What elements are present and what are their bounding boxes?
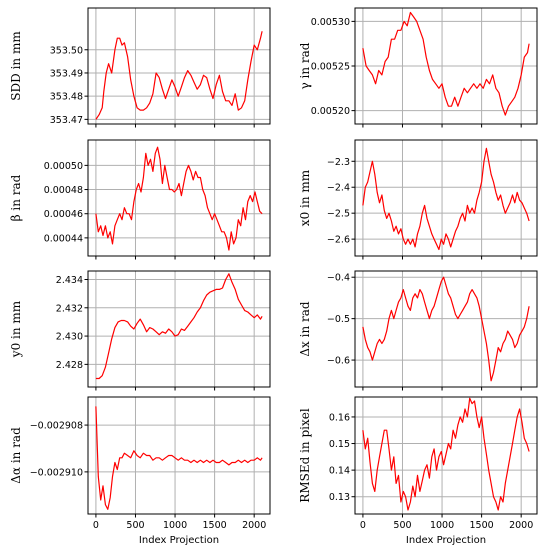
subplot-1: 353.47 353.48 353.49 353.50 SDD in mm bbox=[9, 7, 271, 128]
axes-frame bbox=[87, 139, 271, 257]
y-axis-label: x0 in mm bbox=[298, 169, 312, 226]
subplot-6: −0.6 −0.5 −0.4 Δx in rad bbox=[298, 270, 538, 391]
x-tick-label: 2000 bbox=[509, 520, 533, 531]
subplot-7: 0 500 1000 1500 2000 −0.002910 −0.002908 Δα in … bbox=[9, 396, 271, 531]
y-tick-label: 0.13 bbox=[329, 492, 350, 503]
y-tick-label: 2.434 bbox=[56, 275, 83, 286]
y-tick-label: 353.47 bbox=[50, 115, 83, 126]
x-tick-label: 1500 bbox=[470, 520, 494, 531]
y-tick-label: 353.49 bbox=[50, 68, 83, 79]
y-tick-label: −0.002908 bbox=[30, 421, 83, 432]
axes-frame bbox=[354, 139, 538, 257]
subplot-grid: 353.47 353.48 353.49 353.50 SDD in mm 0.00520… bbox=[9, 7, 538, 531]
y-axis-label: Δα in rad bbox=[9, 427, 23, 484]
y-tick-label: 2.430 bbox=[56, 332, 83, 343]
x-tick-label: 2000 bbox=[242, 520, 266, 531]
x-tick-label: 0 bbox=[93, 520, 99, 531]
series-line bbox=[95, 146, 263, 251]
x-tick-label: 1000 bbox=[430, 520, 454, 531]
subplot-5: 2.428 2.430 2.432 2.434 y0 in mm bbox=[9, 270, 271, 391]
y-tick-label: −0.4 bbox=[327, 273, 350, 284]
y-tick-label: −2.4 bbox=[327, 183, 350, 194]
x-axis-label-left: Index Projection bbox=[139, 535, 219, 546]
y-axis-label: β in rad bbox=[9, 174, 23, 221]
subplot-4: −2.6 −2.5 −2.4 −2.3 x0 in mm bbox=[298, 139, 538, 260]
y-tick-label: 353.48 bbox=[50, 92, 83, 103]
y-tick-label: 0.00520 bbox=[311, 106, 350, 117]
y-axis-label: SDD in mm bbox=[9, 31, 23, 101]
series-line bbox=[362, 397, 530, 511]
x-tick-label: 1500 bbox=[203, 520, 227, 531]
y-tick-label: 0.00525 bbox=[311, 62, 350, 73]
axes-frame bbox=[354, 396, 538, 515]
series-line bbox=[95, 273, 263, 380]
y-tick-label: 353.50 bbox=[50, 45, 83, 56]
series-line bbox=[362, 147, 530, 251]
y-tick-label: −0.002910 bbox=[30, 467, 83, 478]
subplot-8: 0 500 1000 1500 2000 0.13 0.14 0.15 0.16 RMSEd in… bbox=[298, 396, 538, 531]
series-line bbox=[362, 276, 530, 382]
series-line bbox=[95, 31, 263, 120]
axes-frame bbox=[87, 396, 271, 515]
y-tick-label: 0.00048 bbox=[44, 185, 83, 196]
axes-frame bbox=[87, 270, 271, 388]
y-tick-label: −2.5 bbox=[327, 209, 350, 220]
y-tick-label: −0.6 bbox=[327, 356, 350, 367]
y-axis-label: RMSEd in pixel bbox=[298, 408, 312, 503]
x-tick-label: 0 bbox=[360, 520, 366, 531]
subplot-2: 0.00520 0.00525 0.00530 γ in rad bbox=[298, 7, 538, 128]
y-tick-label: 0.14 bbox=[329, 466, 350, 477]
y-tick-label: 2.428 bbox=[56, 360, 83, 371]
y-axis-label: γ in rad bbox=[298, 42, 312, 89]
series-line bbox=[95, 406, 263, 510]
series-line bbox=[362, 11, 530, 116]
y-tick-label: −2.3 bbox=[327, 157, 350, 168]
y-axis-label: y0 in mm bbox=[9, 300, 23, 358]
axes-frame bbox=[87, 7, 271, 125]
x-tick-label: 500 bbox=[126, 520, 144, 531]
subplot-3: 0.00044 0.00046 0.00048 0.00050 β in rad bbox=[9, 139, 271, 260]
y-tick-label: 0.00530 bbox=[311, 17, 350, 28]
y-tick-label: 0.00050 bbox=[44, 161, 83, 172]
y-tick-label: 0.00046 bbox=[44, 209, 83, 220]
y-tick-label: −0.5 bbox=[327, 314, 350, 325]
x-tick-label: 500 bbox=[393, 520, 411, 531]
y-tick-label: 2.432 bbox=[56, 303, 83, 314]
y-axis-label: Δx in rad bbox=[298, 301, 312, 357]
x-tick-label: 1000 bbox=[163, 520, 187, 531]
y-tick-label: 0.00044 bbox=[44, 233, 83, 244]
y-tick-label: 0.15 bbox=[329, 439, 350, 450]
x-axis-label-right: Index Projection bbox=[406, 535, 486, 546]
y-tick-label: 0.16 bbox=[329, 412, 350, 423]
y-tick-label: −2.6 bbox=[327, 235, 350, 246]
axes-frame bbox=[354, 270, 538, 388]
